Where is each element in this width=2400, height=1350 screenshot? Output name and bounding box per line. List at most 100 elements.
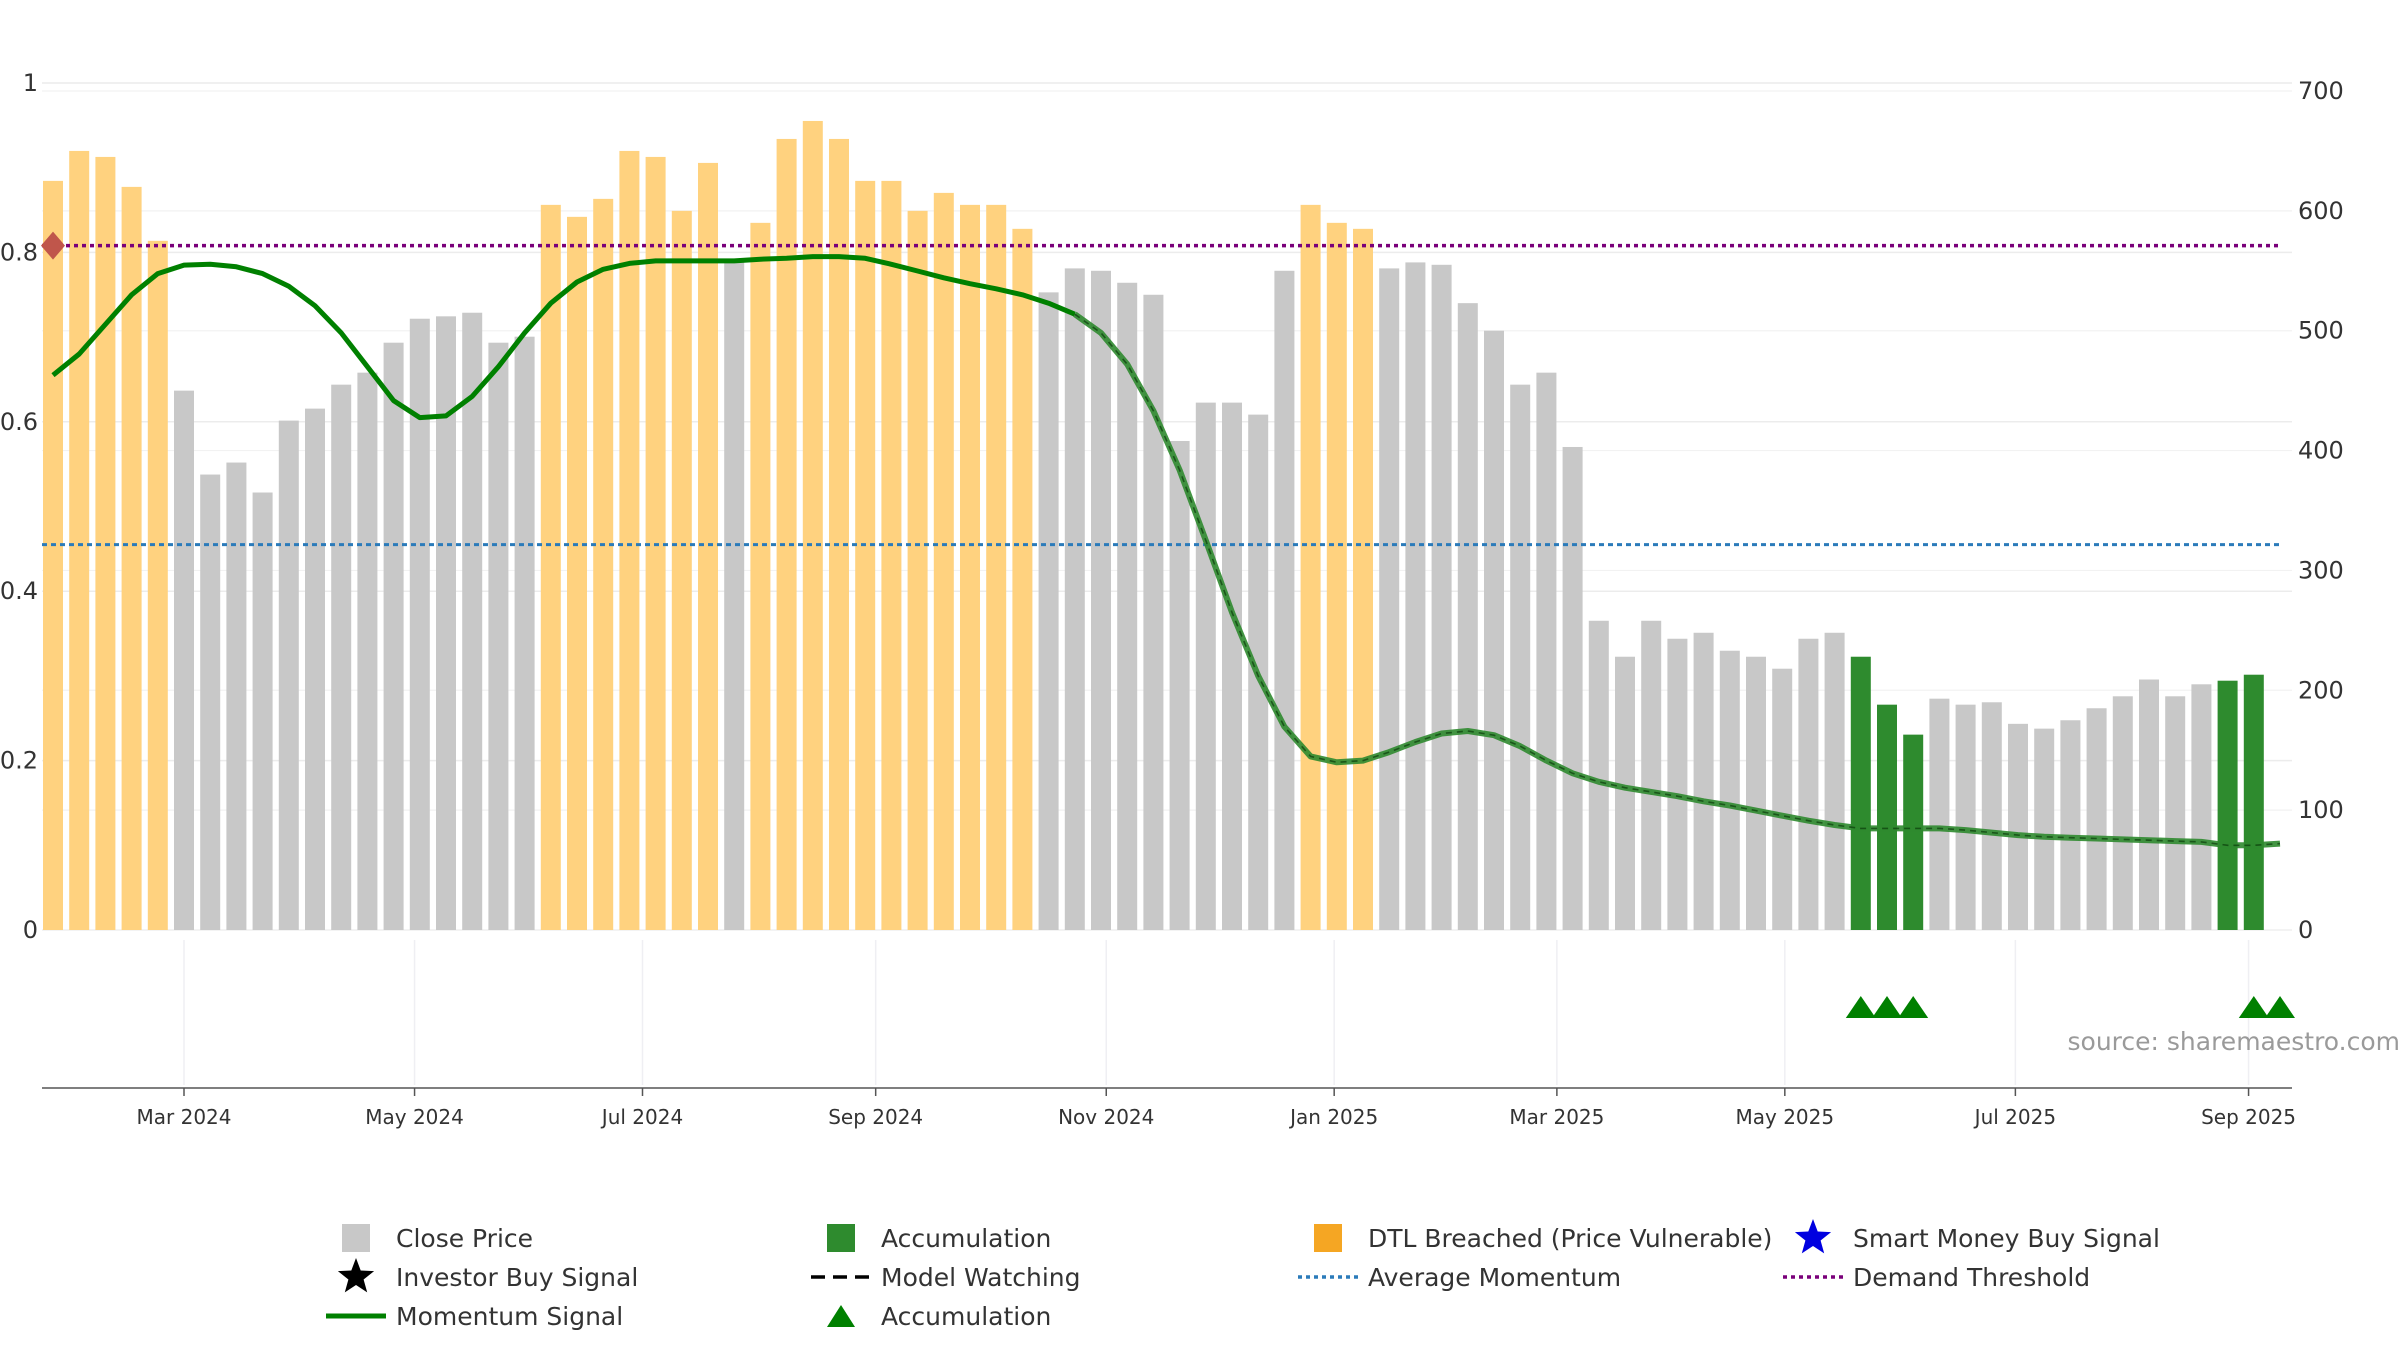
price-bar (881, 180, 902, 931)
price-bar (1667, 638, 1688, 930)
x-tick-label: Nov 2024 (1058, 1105, 1154, 1129)
price-bar (802, 120, 823, 930)
price-bar (252, 492, 273, 930)
price-bar (1772, 668, 1793, 930)
price-bar (462, 312, 483, 930)
price-bar (1719, 650, 1740, 930)
price-bar (1641, 620, 1662, 930)
x-tick-label: Jan 2025 (1288, 1105, 1378, 1129)
axes: 0 0.2 0.4 0.6 0.8 1 0 100 200 300 400 500 600 700 Mar … (0, 69, 2344, 1129)
investor-star-icon (337, 1258, 375, 1293)
price-bar (1798, 638, 1819, 930)
price-bar (1274, 270, 1295, 930)
legend: Close Price Accumulation DTL Breached (Pri… (326, 1219, 2160, 1331)
price-bar (1091, 270, 1111, 930)
legend-label: Model Watching (881, 1263, 1081, 1292)
y-left-tick-label: 0.2 (0, 747, 38, 775)
price-bar (1431, 264, 1452, 930)
price-bar (2243, 674, 2264, 930)
y-left-tick-label: 1 (23, 69, 38, 97)
price-bar (2086, 708, 2107, 930)
legend-label: Momentum Signal (396, 1302, 623, 1331)
source-label: source: sharemaestro.com (2068, 1027, 2400, 1056)
legend-label: Accumulation (881, 1224, 1051, 1253)
legend-label: Average Momentum (1368, 1263, 1621, 1292)
price-bar (1562, 446, 1583, 930)
price-bar (1536, 372, 1557, 930)
price-bar (2034, 728, 2055, 930)
price-bar (1143, 294, 1164, 930)
price-bar (2165, 696, 2186, 930)
price-bar (986, 204, 1007, 931)
price-bar (1850, 656, 1871, 930)
x-tick-label: Mar 2024 (137, 1105, 232, 1129)
price-bar (409, 318, 430, 930)
price-bar (43, 180, 63, 931)
price-bar (1955, 704, 1976, 930)
price-bar (724, 261, 745, 930)
y-left-tick-label: 0.6 (0, 408, 38, 436)
legend-label: Smart Money Buy Signal (1853, 1224, 2160, 1253)
y-right-tick-label: 300 (2298, 556, 2344, 584)
price-bar (2217, 680, 2238, 930)
price-bar (147, 240, 168, 931)
x-tick-label: Sep 2025 (2201, 1105, 2296, 1129)
price-bar (488, 342, 509, 930)
legend-label: Demand Threshold (1853, 1263, 2090, 1292)
y-right-tick-label: 700 (2298, 77, 2344, 105)
y-right-tick-label: 400 (2298, 437, 2344, 465)
price-bar (514, 336, 535, 930)
price-bar (1195, 402, 1216, 931)
price-bar (2191, 684, 2212, 930)
x-tick-label: Sep 2024 (828, 1105, 923, 1129)
price-bar (1693, 632, 1714, 930)
price-bar (121, 186, 142, 930)
price-bar (619, 150, 640, 930)
price-bar (200, 474, 221, 930)
x-tick-label: Jul 2025 (1973, 1105, 2056, 1129)
model-watching-dashes (1074, 313, 2281, 847)
dtl-legend-icon (1314, 1224, 1342, 1252)
price-bar (174, 390, 194, 931)
legend-label: DTL Breached (Price Vulnerable) (1368, 1224, 1772, 1253)
price-bar (1379, 268, 1400, 931)
price-bar (1484, 330, 1504, 930)
x-tick-label: Jul 2024 (600, 1105, 683, 1129)
price-bar (2139, 679, 2159, 930)
price-bar (776, 138, 797, 930)
price-bar (1064, 268, 1085, 931)
price-bar (1457, 303, 1478, 930)
threshold-marker (41, 231, 65, 260)
price-bar (829, 138, 849, 930)
price-bar (593, 198, 614, 930)
price-bar (933, 192, 954, 931)
accumulation-triangle (1872, 996, 1902, 1018)
price-bar (1038, 292, 1059, 930)
price-bar (671, 210, 692, 930)
accumulation-triangle-legend-icon (827, 1305, 855, 1327)
price-bar (1169, 440, 1190, 930)
accumulation-triangle (2238, 996, 2269, 1018)
price-bar (1877, 704, 1897, 930)
price-bar (2060, 720, 2081, 930)
price-bar (1510, 384, 1531, 930)
signal-markers (41, 231, 2295, 1018)
close-price-legend-icon (342, 1224, 370, 1252)
y-left-tick-label: 0 (23, 916, 38, 944)
legend-label: Close Price (396, 1224, 533, 1253)
price-bar (1405, 262, 1426, 930)
price-bar (1746, 656, 1766, 930)
y-right-tick-label: 100 (2298, 796, 2344, 824)
price-bar (436, 316, 456, 930)
y-right-tick-label: 0 (2298, 916, 2313, 944)
price-bar (855, 180, 876, 931)
price-bar (1300, 204, 1321, 931)
price-bar (1824, 632, 1845, 930)
legend-label: Accumulation (881, 1302, 1051, 1331)
price-bar (1981, 702, 2002, 930)
price-bar (960, 204, 980, 931)
price-bar (278, 420, 299, 930)
momentum-line (51, 254, 2281, 849)
price-bar (1012, 228, 1033, 931)
price-bar (540, 204, 561, 931)
